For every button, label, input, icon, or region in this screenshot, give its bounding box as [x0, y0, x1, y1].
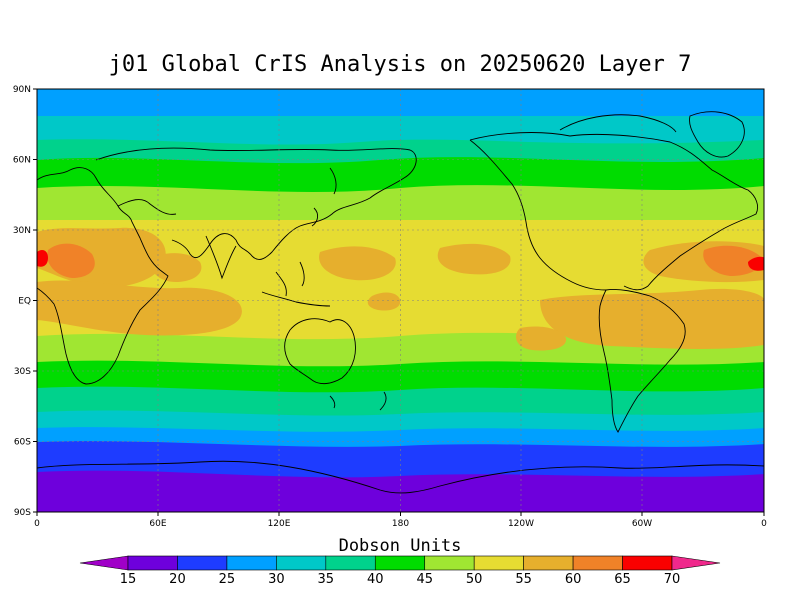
colorbar-box — [572, 555, 623, 571]
hi-ozone-atlantic-africa — [37, 280, 242, 336]
lat-label-30s: 30S — [14, 367, 31, 377]
lat-label-60s: 60S — [14, 438, 31, 448]
colorbar-box — [127, 555, 178, 571]
colorbar-level-label: 45 — [416, 572, 433, 587]
lon-label-60e: 60E — [149, 519, 166, 529]
hi-ozone-pacific-2 — [437, 243, 511, 275]
colorbar-box — [276, 555, 327, 571]
map-title: j01 Global CrIS Analysis on 20250620 Lay… — [108, 52, 692, 77]
colorbar-arrow-high — [671, 555, 721, 571]
hi-ozone-pacific-3 — [367, 292, 401, 311]
band-80S — [37, 470, 764, 512]
colorbar-box — [325, 555, 376, 571]
lon-label-120w: 120W — [508, 519, 534, 529]
colorbar-level-label: 50 — [466, 572, 483, 587]
lat-label-90n: 90N — [13, 85, 31, 95]
hi-ozone-pacific-4 — [516, 326, 567, 351]
band-50S — [37, 410, 764, 436]
hi-ozone-pacific-1 — [319, 246, 396, 281]
colorbar-arrow-low — [79, 555, 129, 571]
lon-label-0-right: 0 — [761, 519, 767, 529]
colorbar-title: Dobson Units — [338, 536, 462, 556]
colorbar-level-label: 20 — [169, 572, 186, 587]
lat-labels: 90N 60N 30N EQ 30S 60S 90S — [13, 85, 31, 518]
lat-label-90s: 90S — [14, 508, 31, 518]
colorbar-box — [374, 555, 426, 571]
colorbar-level-label: 65 — [614, 572, 631, 587]
colorbar-level-label: 25 — [219, 572, 236, 587]
lon-label-180: 180 — [392, 519, 409, 529]
lat-label-60n: 60N — [13, 156, 31, 166]
colorbar-level-label: 60 — [565, 572, 582, 587]
lat-label-eq: EQ — [18, 297, 31, 307]
colorbar-box — [177, 555, 228, 571]
colorbar-level-label: 40 — [367, 572, 384, 587]
colorbar-box — [523, 555, 574, 571]
max-east — [748, 256, 764, 271]
hi-ozone-atlantic-n2 — [703, 245, 762, 276]
colorbar-box — [226, 555, 277, 571]
colorbar-level-label: 30 — [268, 572, 285, 587]
lon-label-60w: 60W — [632, 519, 652, 529]
lon-labels: 0 60E 120E 180 120W 60W 0 — [34, 519, 767, 529]
lat-label-30n: 30N — [13, 226, 31, 236]
coastlines — [37, 111, 764, 494]
colorbar-level-label: 15 — [120, 572, 137, 587]
colorbar-box — [424, 555, 475, 571]
colorbar-level-label: 70 — [664, 572, 681, 587]
hi-ozone-sahel — [47, 243, 95, 278]
colorbar: 15 20 25 30 35 40 45 50 55 60 65 70 — [79, 555, 721, 587]
colorbar-level-label: 35 — [318, 572, 335, 587]
graticule — [37, 89, 764, 512]
band-65S — [37, 441, 764, 483]
axis-ticks — [33, 88, 765, 516]
lon-label-0-left: 0 — [34, 519, 40, 529]
colorbar-box — [473, 555, 524, 571]
band-20S — [37, 332, 764, 373]
lon-label-120e: 120E — [268, 519, 291, 529]
colorbar-level-label: 55 — [515, 572, 532, 587]
colorbar-box — [622, 555, 673, 571]
hi-ozone-arabia — [149, 253, 202, 282]
hi-ozone-southamerica — [540, 288, 764, 349]
max-west — [37, 250, 48, 267]
